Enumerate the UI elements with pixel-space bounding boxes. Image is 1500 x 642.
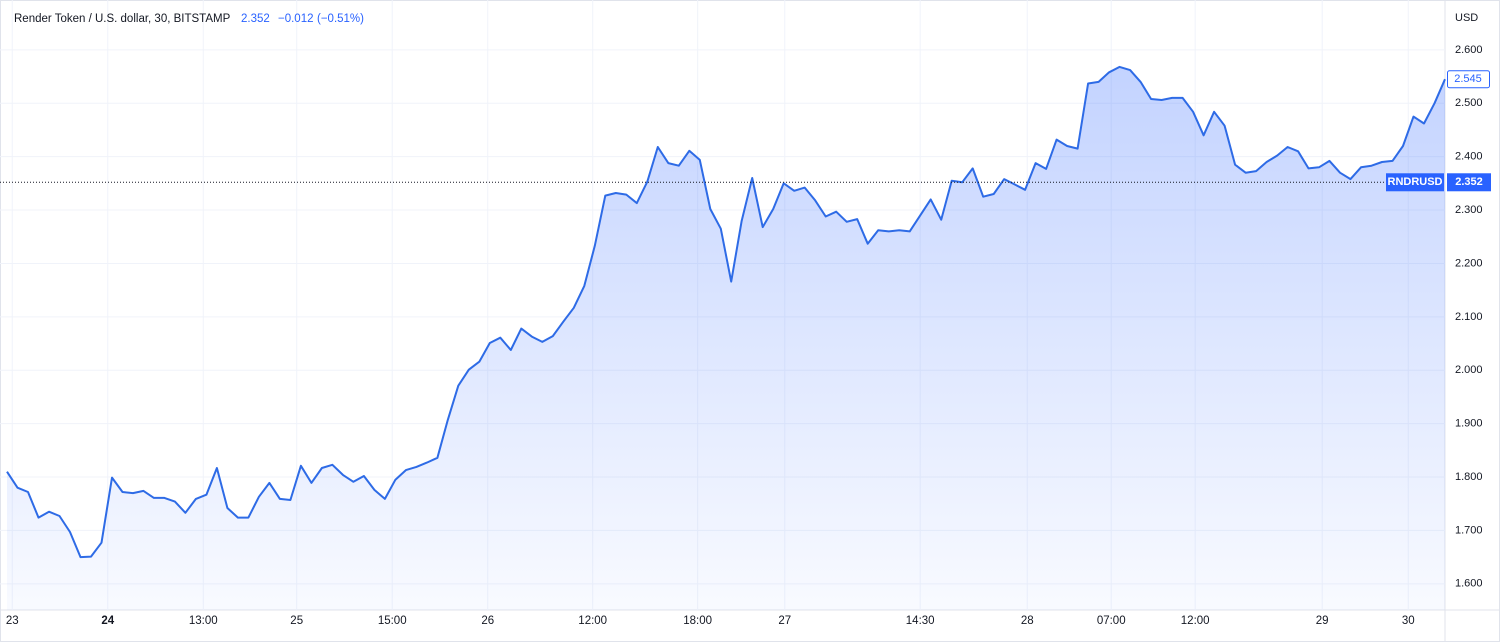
x-tick-label: 23 [6,615,19,627]
x-tick-label: 18:00 [683,615,712,627]
header-price: 2.352 [241,13,270,25]
price-line [6,65,1446,559]
y-tick-label: 2.100 [1455,311,1483,323]
y-tick-label: 2.200 [1455,257,1483,269]
y-tick-label: 1.900 [1455,418,1483,430]
y-tick-label: 2.600 [1455,44,1483,56]
price-label: 2.352 [1455,176,1483,188]
x-tick-label: 27 [778,615,791,627]
y-tick-label: 2.400 [1455,151,1483,163]
symbol-title: Render Token / U.S. dollar, 30, BITSTAMP [14,13,231,25]
y-unit: USD [1455,12,1478,24]
x-tick-label: 13:00 [189,615,218,627]
x-tick-label: 07:00 [1097,615,1126,627]
symbol-label: RNDRUSD [1388,176,1443,188]
header-change: −0.012 [278,13,314,25]
value-tag [1447,70,1490,89]
area-fill [7,66,1445,610]
x-tick-label: 14:30 [906,615,935,627]
y-tick-label: 2.300 [1455,204,1483,216]
x-tick-label: 12:00 [578,615,607,627]
y-tick-label: 2.000 [1455,364,1483,376]
x-tick-label: 30 [1402,615,1415,627]
symbol-tag [1386,173,1444,192]
x-tick-label: 28 [1021,615,1034,627]
x-tick-label: 29 [1316,615,1329,627]
value-label: 2.545 [1454,73,1482,85]
x-tick-label: 15:00 [378,615,407,627]
price-tag [1447,173,1491,192]
y-tick-label: 1.800 [1455,471,1483,483]
y-tick-label: 2.500 [1455,97,1483,109]
header-change-pct: (−0.51%) [317,13,364,25]
y-tick-label: 1.600 [1455,578,1483,590]
x-tick-label: 26 [481,615,494,627]
y-tick-label: 1.700 [1455,524,1483,536]
x-tick-label: 24 [101,615,114,627]
x-tick-label: 12:00 [1181,615,1210,627]
x-tick-label: 25 [290,615,303,627]
